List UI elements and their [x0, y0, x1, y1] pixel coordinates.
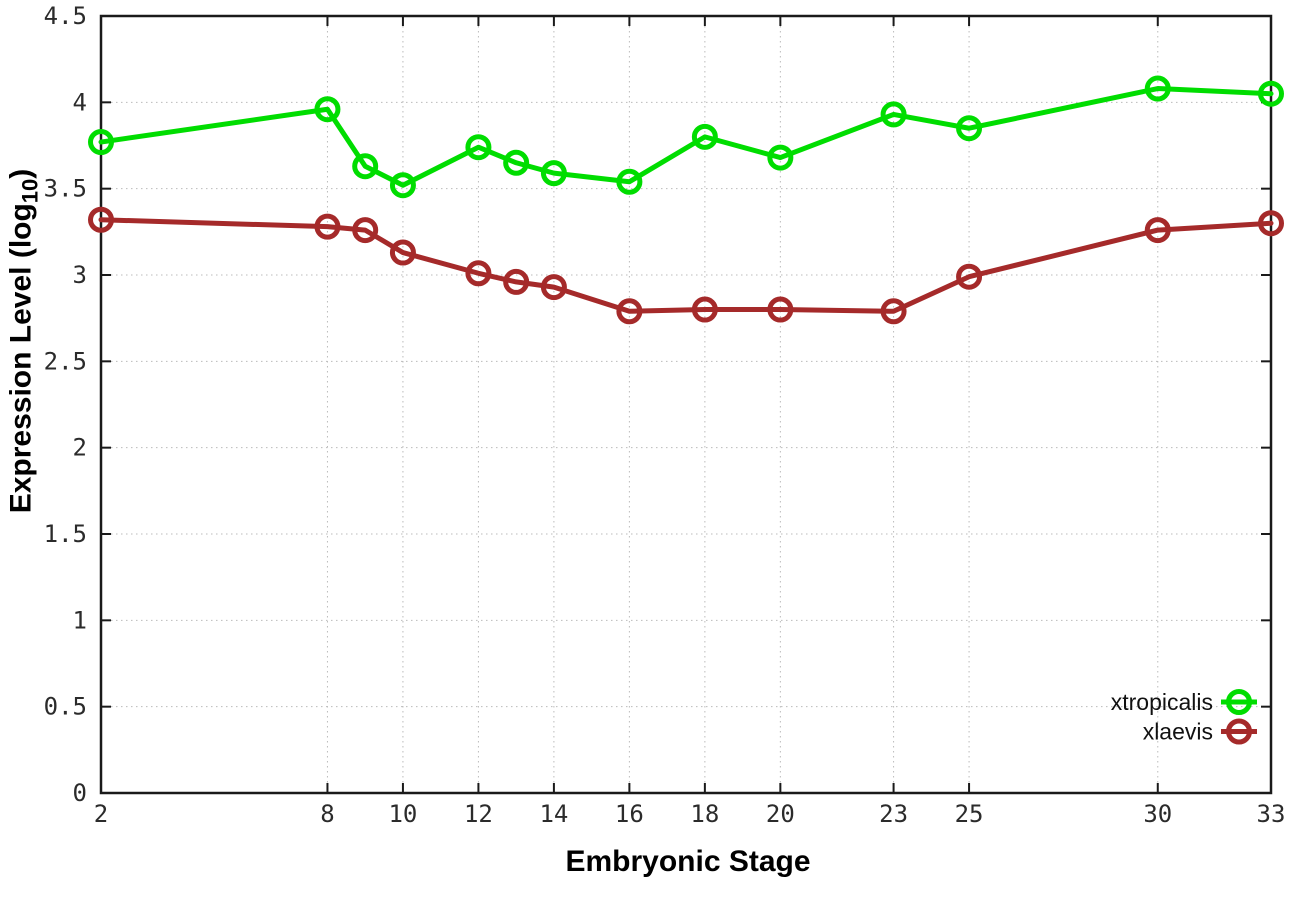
- marker-xtropicalis-16: [616, 168, 643, 195]
- marker-xtropicalis-18: [691, 123, 718, 150]
- x-tick-label-25: 25: [955, 800, 984, 828]
- legend-entry-xtropicalis: xtropicalis: [1111, 689, 1257, 715]
- marker-xlaevis-20: [767, 296, 794, 323]
- y-tick-label-1: 1: [73, 606, 87, 634]
- marker-xtropicalis-12: [465, 134, 492, 161]
- marker-xlaevis-9: [352, 217, 379, 244]
- y-axis-title-suffix: ): [4, 168, 38, 179]
- marker-xlaevis-23: [880, 298, 907, 325]
- marker-xlaevis-30: [1144, 217, 1171, 244]
- y-tick-labels: 0 0.5 1 1.5 2 2.5 3 3.5 4 4.5: [44, 2, 87, 807]
- legend-marker-xlaevis: [1226, 718, 1252, 745]
- y-tick-label-2: 2: [73, 434, 87, 462]
- marker-xtropicalis-20: [767, 144, 794, 171]
- y-axis-title-text: Expression Level (log: [4, 203, 38, 514]
- y-tick-label-3: 3: [73, 261, 87, 289]
- marker-xlaevis-8: [314, 213, 341, 240]
- marker-xtropicalis-13: [503, 149, 530, 176]
- marker-xtropicalis-23: [880, 101, 907, 128]
- gridlines: [100, 15, 1272, 794]
- y-tick-label-1.5: 1.5: [44, 520, 87, 548]
- marker-xlaevis-16: [616, 298, 643, 325]
- marker-xtropicalis-25: [956, 115, 983, 142]
- marker-xlaevis-14: [540, 274, 567, 301]
- marker-xlaevis-33: [1258, 210, 1284, 237]
- marker-xtropicalis-33: [1258, 80, 1284, 107]
- legend-marker-xtropicalis: [1226, 689, 1252, 715]
- marker-xtropicalis-8: [314, 96, 341, 123]
- x-tick-label-8: 8: [320, 800, 334, 828]
- series-line-xlaevis: [98, 217, 1274, 314]
- series-markers-xtropicalis: [88, 75, 1284, 199]
- x-tick-label-12: 12: [464, 800, 493, 828]
- x-tick-label-23: 23: [879, 800, 908, 828]
- y-tick-label-0.5: 0.5: [44, 693, 87, 721]
- y-axis-title-subscript: 10: [17, 178, 43, 204]
- series-line-xtropicalis: [98, 86, 1274, 188]
- x-axis-title: Embryonic Stage: [565, 845, 811, 878]
- y-tick-label-4: 4: [73, 88, 87, 116]
- marker-xtropicalis-2: [88, 129, 114, 156]
- x-tick-label-18: 18: [690, 800, 719, 828]
- legend-label-xtropicalis: xtropicalis: [1111, 689, 1213, 715]
- x-tick-label-33: 33: [1257, 800, 1286, 828]
- x-tick-label-14: 14: [539, 800, 568, 828]
- legend-label-xlaevis: xlaevis: [1143, 719, 1213, 745]
- y-tick-label-2.5: 2.5: [44, 347, 87, 375]
- marker-xlaevis-10: [389, 239, 416, 266]
- y-tick-label-3.5: 3.5: [44, 175, 87, 203]
- x-tick-label-16: 16: [615, 800, 644, 828]
- x-tick-label-10: 10: [388, 800, 417, 828]
- y-axis-title: Expression Level (log10): [5, 169, 44, 514]
- x-tick-labels: 2 8 10 12 14 16 18 20 23 25 30 33: [94, 800, 1286, 828]
- marker-xlaevis-25: [956, 263, 983, 290]
- tick-marks: [100, 15, 1272, 794]
- y-tick-label-0: 0: [73, 779, 87, 807]
- marker-xtropicalis-14: [540, 160, 567, 187]
- marker-xlaevis-13: [503, 268, 530, 295]
- marker-xlaevis-12: [465, 260, 492, 287]
- marker-xtropicalis-10: [389, 172, 416, 199]
- marker-xlaevis-18: [691, 296, 718, 323]
- x-tick-label-30: 30: [1143, 800, 1172, 828]
- plot-border: [99, 14, 1273, 795]
- marker-xtropicalis-30: [1144, 75, 1171, 102]
- y-tick-label-4.5: 4.5: [44, 2, 87, 30]
- legend: xtropicalis xlaevis: [1111, 689, 1257, 745]
- x-tick-label-2: 2: [94, 800, 108, 828]
- legend-entry-xlaevis: xlaevis: [1143, 718, 1257, 745]
- x-tick-label-20: 20: [766, 800, 795, 828]
- marker-xlaevis-2: [88, 206, 114, 233]
- series-markers-xlaevis: [88, 206, 1284, 325]
- marker-xtropicalis-9: [352, 153, 379, 180]
